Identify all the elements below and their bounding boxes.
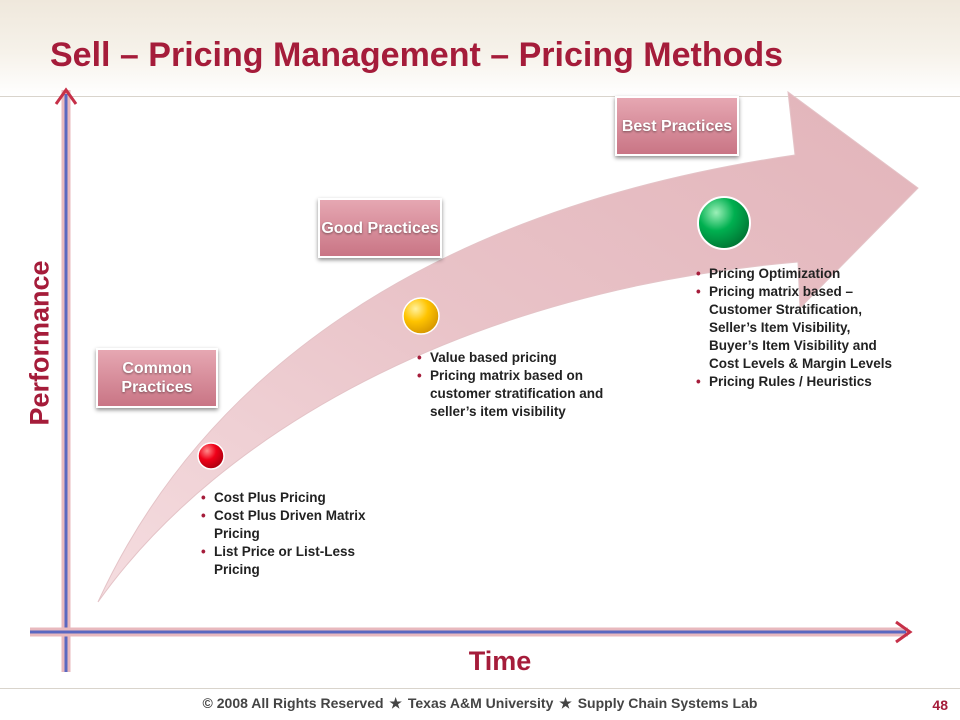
stage-marker-green bbox=[697, 196, 751, 250]
slide-title: Sell – Pricing Management – Pricing Meth… bbox=[50, 36, 784, 74]
footer-divider bbox=[0, 688, 960, 689]
badge-good-practices: Good Practices bbox=[318, 198, 442, 258]
footer-lab: Supply Chain Systems Lab bbox=[577, 695, 758, 711]
good-practices-list: Value based pricing Pricing matrix based… bbox=[417, 349, 627, 421]
header-band bbox=[0, 0, 960, 96]
footer: © 2008 All Rights Reserved ★ Texas A&M U… bbox=[0, 695, 960, 712]
footer-copyright: © 2008 All Rights Reserved bbox=[202, 695, 384, 711]
list-item: Pricing matrix based – Customer Stratifi… bbox=[696, 283, 901, 373]
list-item: Value based pricing bbox=[417, 349, 627, 367]
x-axis-arrowhead bbox=[895, 620, 913, 644]
page-number: 48 bbox=[932, 697, 948, 713]
star-icon: ★ bbox=[559, 695, 572, 711]
star-icon: ★ bbox=[389, 695, 402, 711]
footer-university: Texas A&M University bbox=[407, 695, 554, 711]
header-divider bbox=[0, 96, 960, 97]
list-item: Cost Plus Driven Matrix Pricing bbox=[201, 507, 401, 543]
badge-best-practices: Best Practices bbox=[615, 96, 739, 156]
stage-marker-yellow bbox=[402, 297, 440, 335]
list-item: Pricing Rules / Heuristics bbox=[696, 373, 901, 391]
x-axis-label: Time bbox=[468, 646, 532, 676]
common-practices-list: Cost Plus Pricing Cost Plus Driven Matri… bbox=[201, 489, 401, 579]
list-item: Pricing matrix based on customer stratif… bbox=[417, 367, 627, 421]
list-item: Cost Plus Pricing bbox=[201, 489, 401, 507]
stage-marker-red bbox=[197, 442, 225, 470]
list-item: List Price or List-Less Pricing bbox=[201, 543, 401, 579]
y-axis-arrowhead bbox=[54, 87, 78, 105]
best-practices-list: Pricing Optimization Pricing matrix base… bbox=[696, 265, 901, 391]
y-axis-label: Performance bbox=[24, 260, 55, 426]
badge-common-practices: Common Practices bbox=[96, 348, 218, 408]
list-item: Pricing Optimization bbox=[696, 265, 901, 283]
